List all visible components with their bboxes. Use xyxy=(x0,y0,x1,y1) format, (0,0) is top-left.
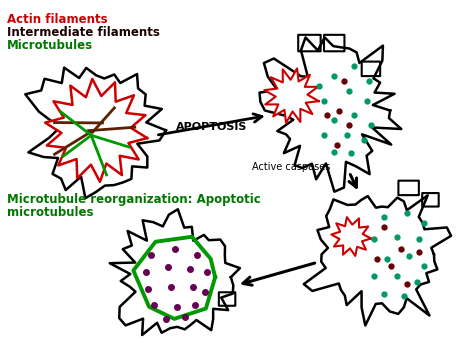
Text: Active caspases: Active caspases xyxy=(252,162,331,172)
Text: APOPTOSIS: APOPTOSIS xyxy=(176,122,247,132)
FancyBboxPatch shape xyxy=(399,181,419,195)
FancyBboxPatch shape xyxy=(362,62,380,76)
Polygon shape xyxy=(264,68,319,123)
Polygon shape xyxy=(331,217,371,256)
FancyBboxPatch shape xyxy=(298,35,320,51)
Text: Actin filaments: Actin filaments xyxy=(7,13,108,26)
FancyBboxPatch shape xyxy=(422,193,439,206)
Text: microtubules: microtubules xyxy=(7,206,93,219)
Text: Microtubule reorganization: Apoptotic: Microtubule reorganization: Apoptotic xyxy=(7,193,261,206)
Text: Microtubules: Microtubules xyxy=(7,39,93,52)
Polygon shape xyxy=(45,79,147,182)
FancyBboxPatch shape xyxy=(324,35,345,51)
Text: Intermediate filaments: Intermediate filaments xyxy=(7,26,160,39)
FancyBboxPatch shape xyxy=(219,292,235,306)
